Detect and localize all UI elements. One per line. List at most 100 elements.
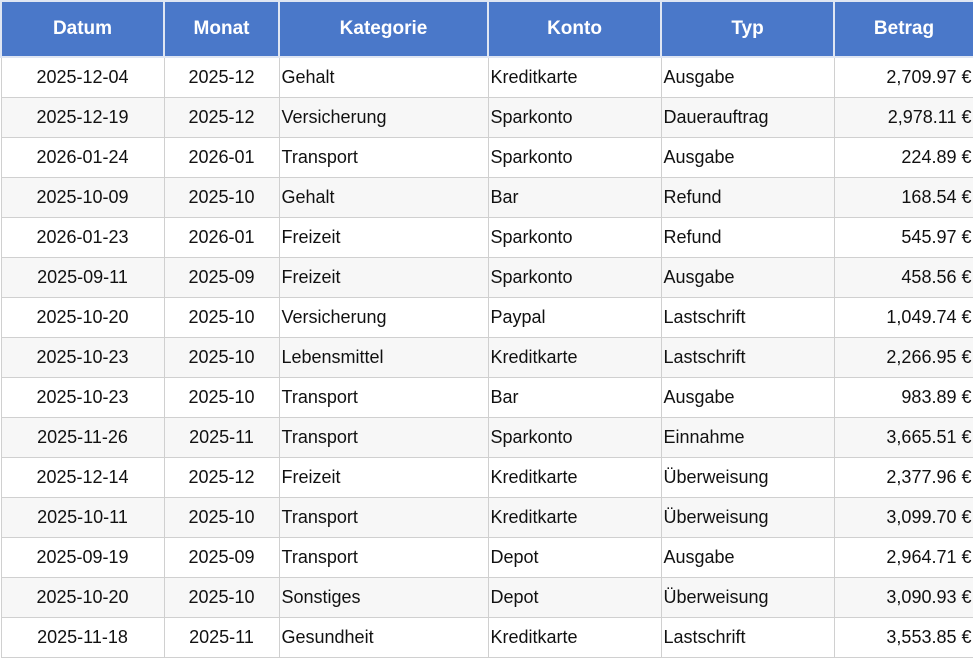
table-cell: 3,099.70 € xyxy=(833,497,973,538)
table-cell: Ausgabe xyxy=(660,257,835,298)
table-cell: 2025-10 xyxy=(163,297,280,338)
table-cell: Gehalt xyxy=(278,177,489,218)
table-cell: Ausgabe xyxy=(660,377,835,418)
table-row: 2025-09-11 2025-09 Freizeit Sparkonto Ausgab… xyxy=(0,257,973,298)
table-cell: Lastschrift xyxy=(660,617,835,658)
table-cell: 2025-10 xyxy=(163,497,280,538)
table-body: 2025-12-04 2025-12 Gehalt Kreditkarte Ausgab… xyxy=(0,56,973,658)
table-cell: Versicherung xyxy=(278,297,489,338)
table-cell: Überweisung xyxy=(660,457,835,498)
table-cell: Lebensmittel xyxy=(278,337,489,378)
table-cell: Freizeit xyxy=(278,257,489,298)
header-row: Datum Monat Kategorie Konto Typ Betrag xyxy=(0,0,973,58)
table-cell: 2025-11-26 xyxy=(0,417,165,458)
table-cell: 2025-10-20 xyxy=(0,297,165,338)
table-cell: 2025-11 xyxy=(163,617,280,658)
table-cell: 2025-12 xyxy=(163,97,280,138)
table-cell: Ausgabe xyxy=(660,137,835,178)
table-cell: 2025-10 xyxy=(163,177,280,218)
table-row: 2025-12-04 2025-12 Gehalt Kreditkarte Ausgab… xyxy=(0,56,973,98)
table-cell: Kreditkarte xyxy=(487,56,662,98)
table-row: 2025-09-19 2025-09 Transport Depot Ausgabe 2,… xyxy=(0,537,973,578)
header-cell: Datum xyxy=(0,0,165,58)
table-cell: Sparkonto xyxy=(487,97,662,138)
table-cell: 2025-09-11 xyxy=(0,257,165,298)
table-row: 2025-10-23 2025-10 Transport Bar Ausgabe 983.… xyxy=(0,377,973,418)
table-row: 2025-10-11 2025-10 Transport Kreditkarte Übe… xyxy=(0,497,973,538)
table-cell: Gesundheit xyxy=(278,617,489,658)
table-row: 2026-01-24 2026-01 Transport Sparkonto Ausga… xyxy=(0,137,973,178)
table-cell: Transport xyxy=(278,537,489,578)
table-cell: 2025-12 xyxy=(163,56,280,98)
table-row: 2025-10-23 2025-10 Lebensmittel Kreditkarte… xyxy=(0,337,973,378)
table-cell: Ausgabe xyxy=(660,56,835,98)
table-cell: Kreditkarte xyxy=(487,457,662,498)
table-cell: Transport xyxy=(278,377,489,418)
table-cell: 2025-10-23 xyxy=(0,337,165,378)
table-cell: Überweisung xyxy=(660,497,835,538)
table-cell: Sparkonto xyxy=(487,217,662,258)
table-cell: Kreditkarte xyxy=(487,497,662,538)
table-cell: Dauerauftrag xyxy=(660,97,835,138)
table-cell: 3,553.85 € xyxy=(833,617,973,658)
table-cell: 2,709.97 € xyxy=(833,56,973,98)
table-cell: Lastschrift xyxy=(660,337,835,378)
table-cell: 2025-12-04 xyxy=(0,56,165,98)
table-cell: 2025-10-11 xyxy=(0,497,165,538)
table-cell: Depot xyxy=(487,537,662,578)
table-cell: 458.56 € xyxy=(833,257,973,298)
table-cell: Gehalt xyxy=(278,56,489,98)
table-cell: Sparkonto xyxy=(487,417,662,458)
table-cell: 2026-01-23 xyxy=(0,217,165,258)
table-row: 2025-11-26 2025-11 Transport Sparkonto Einna… xyxy=(0,417,973,458)
table-cell: Kreditkarte xyxy=(487,617,662,658)
table-cell: Transport xyxy=(278,417,489,458)
table-cell: 2025-10 xyxy=(163,377,280,418)
table-cell: Bar xyxy=(487,377,662,418)
header-cell: Typ xyxy=(660,0,835,58)
table-cell: Bar xyxy=(487,177,662,218)
table-cell: 2025-10-23 xyxy=(0,377,165,418)
table-cell: 2026-01 xyxy=(163,217,280,258)
table-cell: Ausgabe xyxy=(660,537,835,578)
table-cell: Transport xyxy=(278,497,489,538)
header-cell: Konto xyxy=(487,0,662,58)
table-cell: 2025-10 xyxy=(163,577,280,618)
table-cell: 983.89 € xyxy=(833,377,973,418)
table-cell: Lastschrift xyxy=(660,297,835,338)
table-cell: Einnahme xyxy=(660,417,835,458)
table-cell: 3,665.51 € xyxy=(833,417,973,458)
table-cell: 2025-09 xyxy=(163,257,280,298)
table-cell: Sparkonto xyxy=(487,257,662,298)
table-row: 2026-01-23 2026-01 Freizeit Sparkonto Refund… xyxy=(0,217,973,258)
table-cell: 2025-11 xyxy=(163,417,280,458)
table-cell: 2025-10-09 xyxy=(0,177,165,218)
header-cell: Betrag xyxy=(833,0,973,58)
table-cell: Refund xyxy=(660,217,835,258)
table-row: 2025-11-18 2025-11 Gesundheit Kreditkarte La… xyxy=(0,617,973,658)
table-cell: 1,049.74 € xyxy=(833,297,973,338)
table-cell: 2,978.11 € xyxy=(833,97,973,138)
table-cell: Paypal xyxy=(487,297,662,338)
table-cell: 2025-10-20 xyxy=(0,577,165,618)
table-row: 2025-10-20 2025-10 Versicherung Paypal Lasts… xyxy=(0,297,973,338)
header-cell: Kategorie xyxy=(278,0,489,58)
table-cell: 224.89 € xyxy=(833,137,973,178)
table-cell: Transport xyxy=(278,137,489,178)
table-row: 2025-12-14 2025-12 Freizeit Kreditkarte Über… xyxy=(0,457,973,498)
table-cell: Refund xyxy=(660,177,835,218)
table-cell: Kreditkarte xyxy=(487,337,662,378)
table-cell: 168.54 € xyxy=(833,177,973,218)
table-header: Datum Monat Kategorie Konto Typ Betrag xyxy=(0,0,973,58)
table-cell: 2025-12-19 xyxy=(0,97,165,138)
table-cell: 545.97 € xyxy=(833,217,973,258)
table-row: 2025-10-09 2025-10 Gehalt Bar Refund 168.54 € xyxy=(0,177,973,218)
table-cell: 2025-12-14 xyxy=(0,457,165,498)
table-cell: 2025-11-18 xyxy=(0,617,165,658)
table-row: 2025-10-20 2025-10 Sonstiges Depot Überweisu… xyxy=(0,577,973,618)
table-cell: 2026-01 xyxy=(163,137,280,178)
table-cell: Sparkonto xyxy=(487,137,662,178)
header-cell: Monat xyxy=(163,0,280,58)
